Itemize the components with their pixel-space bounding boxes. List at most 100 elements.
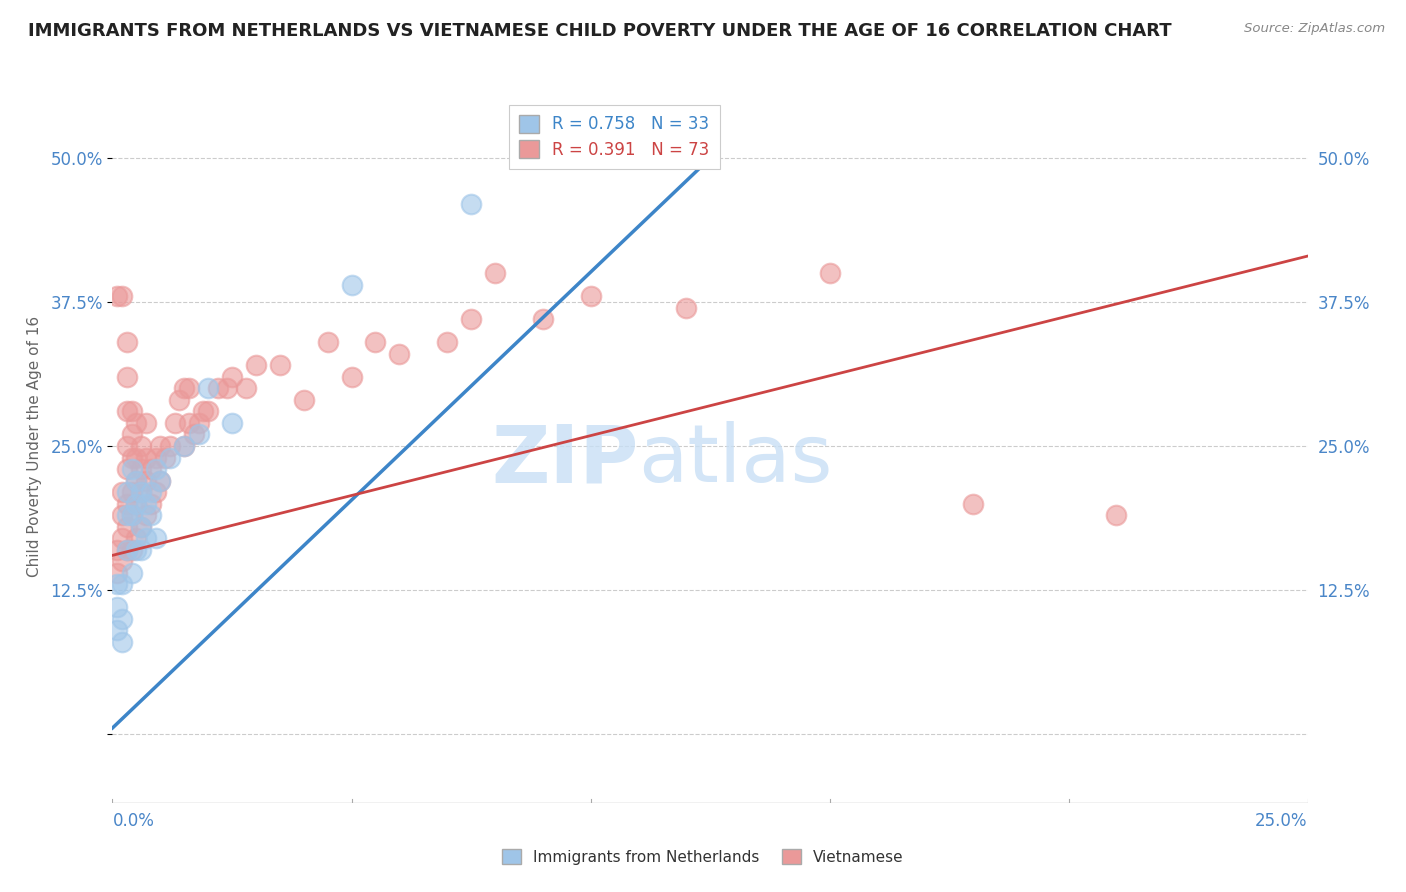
Point [145, 531, 167, 545]
Point [115, 404, 138, 418]
Point [125, 531, 148, 545]
Point [129, 519, 152, 533]
Point [177, 381, 200, 395]
Point [121, 427, 143, 442]
Point [125, 497, 148, 511]
Point [269, 359, 291, 373]
Point [115, 485, 138, 500]
Point [111, 531, 134, 545]
Point [169, 392, 191, 407]
Point [173, 381, 195, 395]
Point [340, 277, 363, 292]
Point [111, 485, 134, 500]
Point [111, 634, 134, 648]
Point [173, 439, 195, 453]
Point [197, 381, 219, 395]
Point [125, 474, 148, 488]
Point [121, 508, 143, 522]
Point [115, 462, 138, 476]
Point [115, 497, 138, 511]
Point [187, 427, 209, 442]
Point [217, 381, 239, 395]
Point [115, 335, 138, 350]
Point [235, 381, 257, 395]
Point [135, 474, 157, 488]
Point [125, 416, 148, 430]
Point [159, 450, 181, 465]
Point [531, 312, 554, 326]
Point [193, 404, 215, 418]
Point [675, 301, 697, 315]
Point [388, 347, 411, 361]
Point [111, 554, 134, 568]
Text: IMMIGRANTS FROM NETHERLANDS VS VIETNAMESE CHILD POVERTY UNDER THE AGE OF 16 CORR: IMMIGRANTS FROM NETHERLANDS VS VIETNAMES… [28, 22, 1171, 40]
Point [121, 485, 143, 500]
Point [579, 289, 602, 303]
Point [340, 370, 363, 384]
Point [316, 335, 339, 350]
Point [135, 497, 157, 511]
Point [1105, 508, 1128, 522]
Legend: R = 0.758   N = 33, R = 0.391   N = 73: R = 0.758 N = 33, R = 0.391 N = 73 [509, 104, 720, 169]
Point [460, 197, 482, 211]
Point [121, 404, 143, 418]
Point [364, 335, 387, 350]
Point [115, 519, 138, 533]
Point [105, 566, 128, 580]
Point [115, 370, 138, 384]
Point [135, 531, 157, 545]
Point [460, 312, 482, 326]
Text: 25.0%: 25.0% [1256, 812, 1308, 830]
Point [145, 485, 167, 500]
Point [125, 474, 148, 488]
Point [105, 542, 128, 557]
Point [145, 462, 167, 476]
Point [121, 542, 143, 557]
Point [139, 497, 162, 511]
Point [177, 416, 200, 430]
Point [129, 462, 152, 476]
Point [129, 485, 152, 500]
Point [115, 542, 138, 557]
Point [111, 612, 134, 626]
Point [115, 542, 138, 557]
Point [149, 439, 172, 453]
Point [145, 450, 167, 465]
Point [111, 577, 134, 591]
Point [135, 416, 157, 430]
Point [125, 450, 148, 465]
Point [207, 381, 229, 395]
Legend: Immigrants from Netherlands, Vietnamese: Immigrants from Netherlands, Vietnamese [496, 843, 910, 871]
Point [139, 508, 162, 522]
Point [962, 497, 984, 511]
Point [197, 404, 219, 418]
Point [139, 462, 162, 476]
Point [111, 289, 134, 303]
Point [121, 566, 143, 580]
Point [129, 439, 152, 453]
Point [105, 289, 128, 303]
Point [115, 508, 138, 522]
Text: 0.0%: 0.0% [112, 812, 155, 830]
Point [121, 508, 143, 522]
Point [818, 266, 841, 280]
Point [111, 508, 134, 522]
Point [675, 151, 697, 165]
Point [125, 497, 148, 511]
Point [221, 416, 243, 430]
Point [149, 474, 172, 488]
Point [105, 600, 128, 615]
Point [129, 519, 152, 533]
Point [135, 508, 157, 522]
Point [105, 577, 128, 591]
Point [115, 439, 138, 453]
Y-axis label: Child Poverty Under the Age of 16: Child Poverty Under the Age of 16 [27, 316, 42, 576]
Point [121, 450, 143, 465]
Text: ZIP: ZIP [491, 421, 638, 500]
Point [221, 370, 243, 384]
Point [173, 439, 195, 453]
Point [135, 450, 157, 465]
Point [292, 392, 315, 407]
Point [484, 266, 506, 280]
Point [187, 416, 209, 430]
